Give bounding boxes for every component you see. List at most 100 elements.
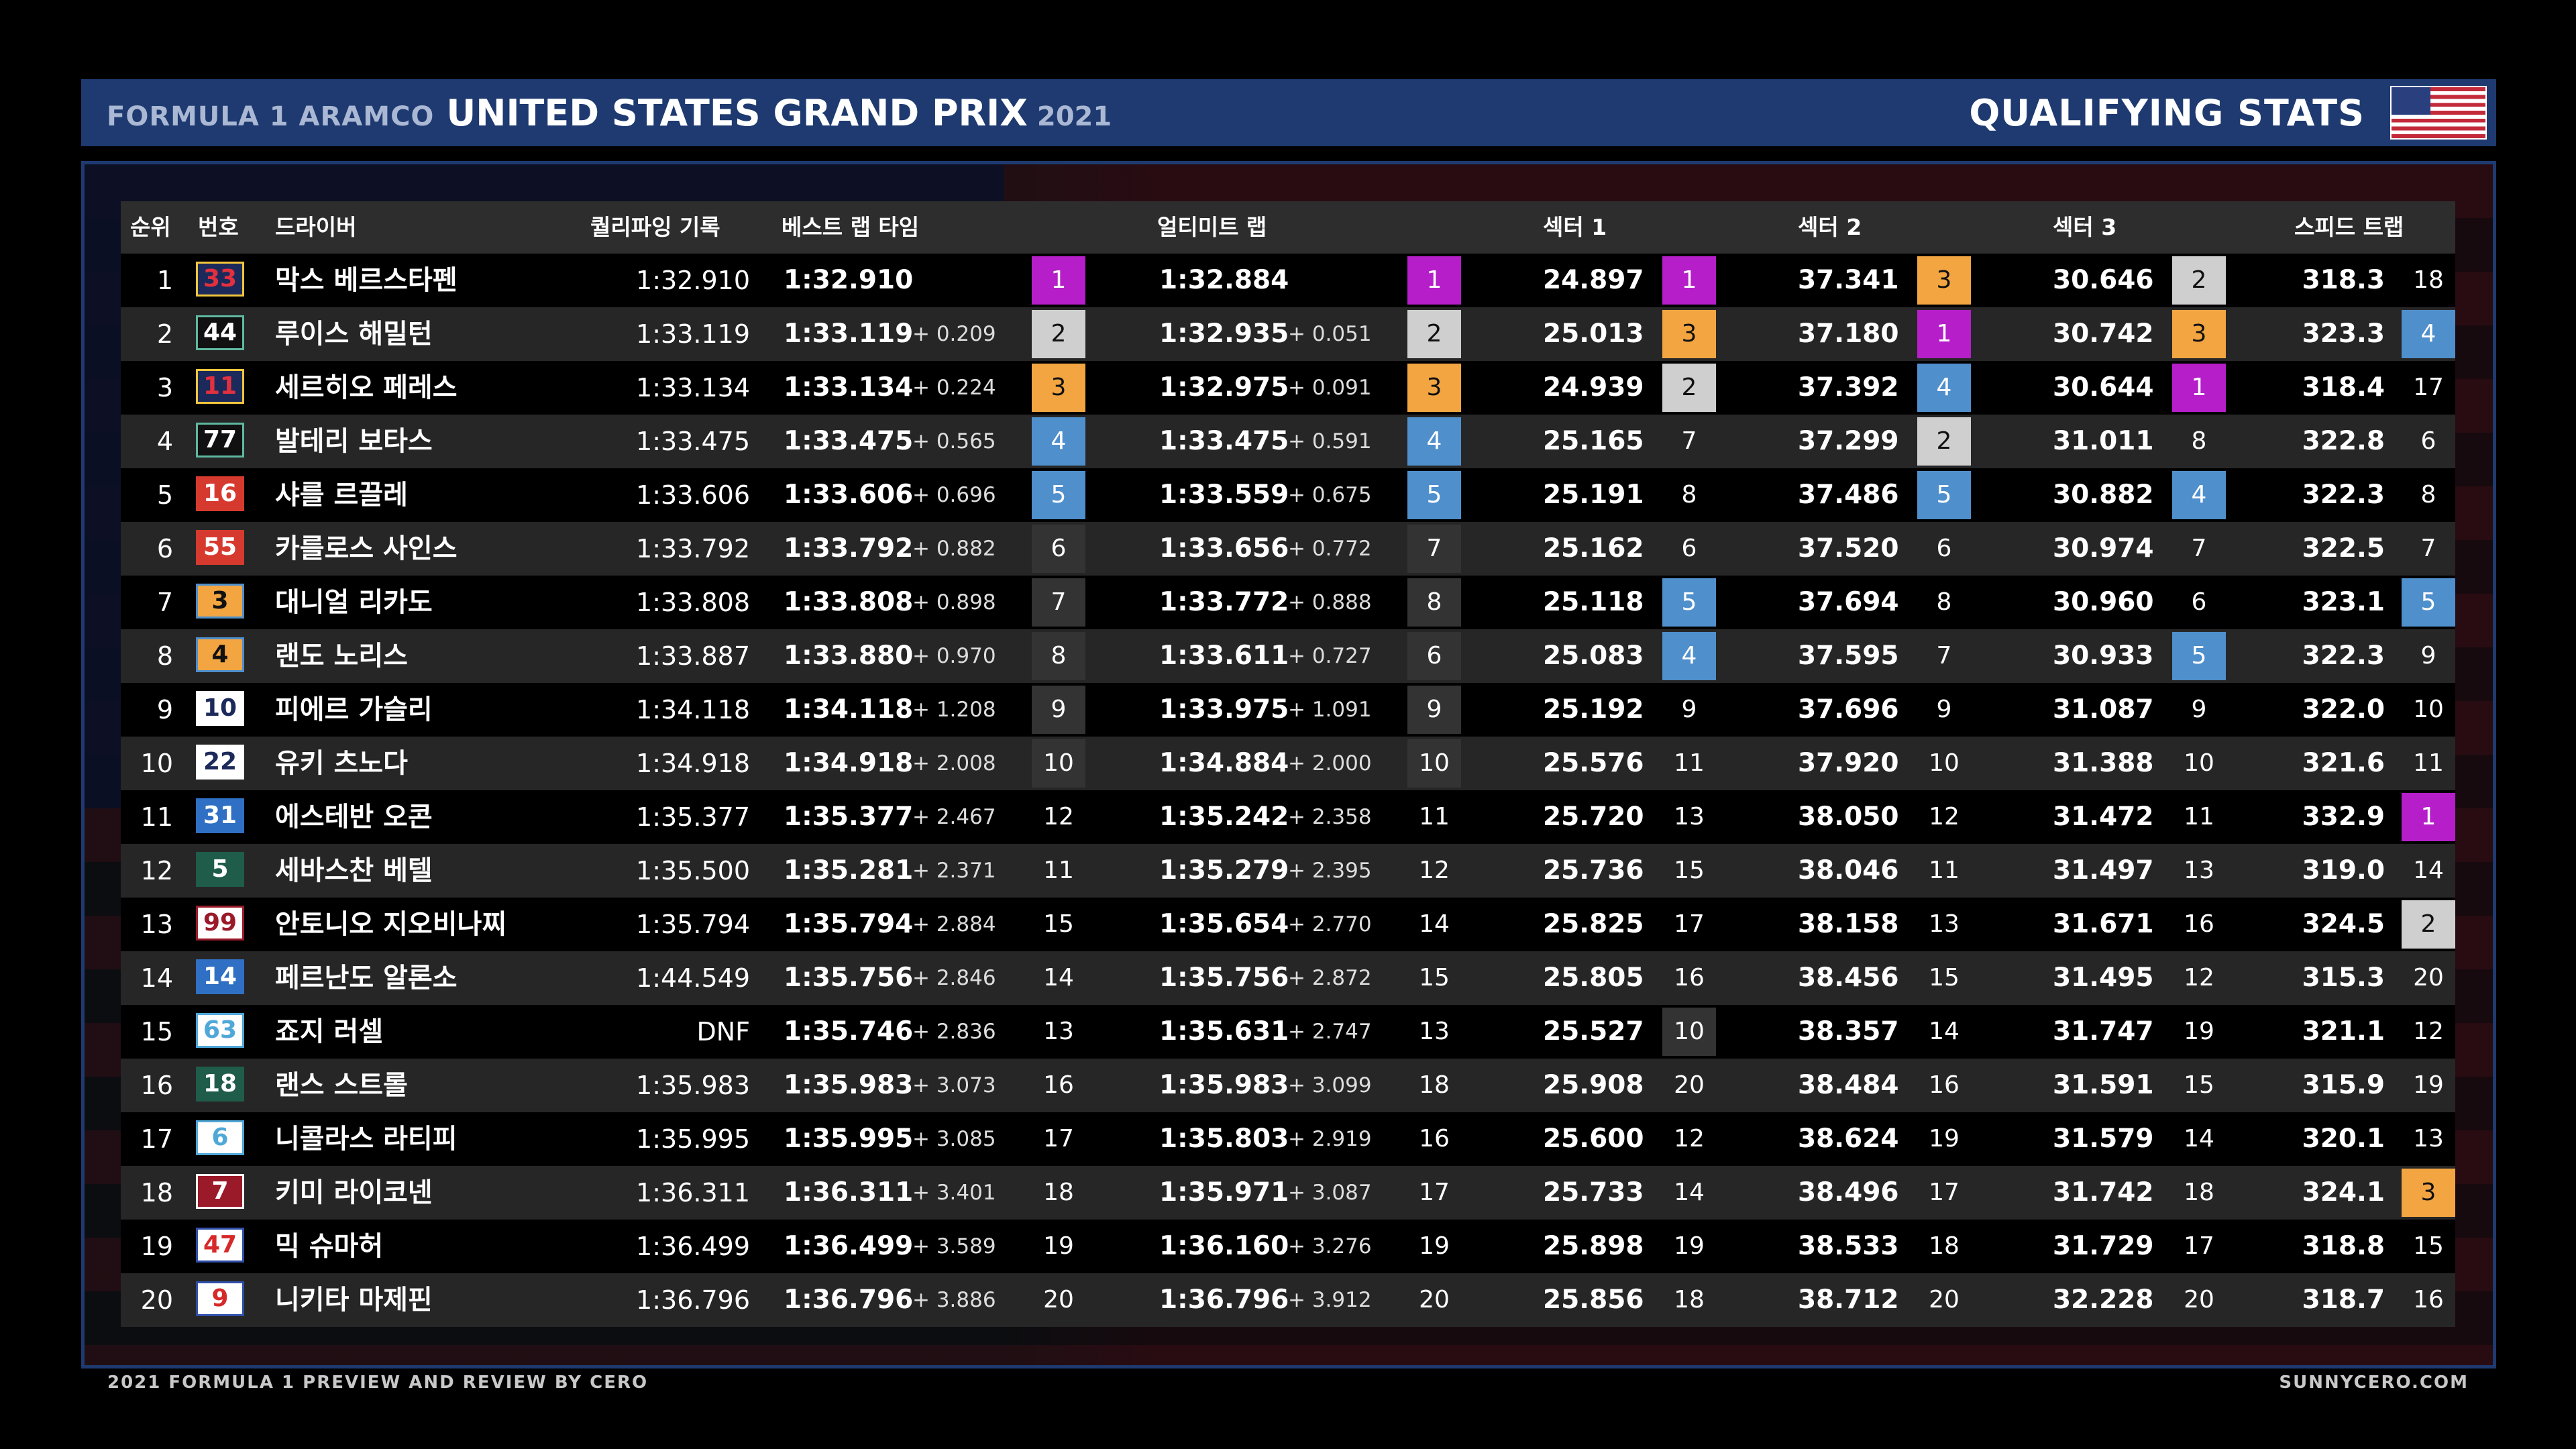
car-number-badge: 5: [196, 852, 244, 887]
best-lap-gap: + 3.401: [912, 1181, 996, 1205]
ultimate-lap-gap: + 2.747: [1288, 1020, 1372, 1044]
qualifying-time: 1:33.887: [636, 641, 750, 671]
qualifying-time: 1:34.918: [636, 749, 750, 778]
ultimate-lap-rank: 7: [1407, 525, 1461, 573]
sector2-time: 38.484: [1798, 1070, 1899, 1100]
ultimate-lap-gap: + 0.772: [1288, 537, 1372, 561]
best-lap-rank: 11: [1043, 857, 1074, 884]
best-lap-gap: + 0.970: [912, 644, 996, 668]
ultimate-lap-time: 1:35.279: [1159, 855, 1289, 885]
sector3-time: 31.472: [2053, 802, 2154, 832]
best-lap-rank: 14: [1043, 964, 1074, 991]
sector2-rank: 9: [1936, 696, 1952, 723]
ultimate-lap-gap: + 2.919: [1288, 1127, 1372, 1151]
driver-name: 랜스 스트롤: [275, 1070, 408, 1101]
best-lap-time: 1:32.910: [784, 265, 914, 295]
best-lap-gap: + 3.589: [912, 1234, 996, 1258]
col-best: 베스트 랩 타임: [782, 214, 920, 240]
table-header: 순위 번호 드라이버 퀄리파잉 기록 베스트 랩 타임 얼티미트 랩 섹터 1 …: [121, 201, 2455, 254]
sector3-time: 31.579: [2053, 1124, 2154, 1154]
ultimate-lap-time: 1:35.971: [1159, 1177, 1289, 1208]
ultimate-lap-time: 1:33.475: [1159, 426, 1289, 456]
best-lap-time: 1:34.918: [784, 748, 914, 778]
qualifying-time: 1:36.796: [636, 1285, 750, 1315]
sector1-time: 25.898: [1543, 1231, 1644, 1261]
ultimate-lap-gap: + 2.358: [1288, 805, 1372, 829]
col-s3: 섹터 3: [2053, 214, 2117, 240]
sector1-rank: 20: [1674, 1071, 1705, 1099]
speed-trap-rank: 11: [2413, 749, 2444, 777]
qualifying-time: 1:35.500: [636, 856, 750, 885]
qualifying-time: 1:44.549: [636, 963, 750, 993]
sector1-rank: 4: [1662, 632, 1716, 680]
car-number-badge: 77: [196, 423, 244, 458]
table-row: 20 9 니키타 마제핀 1:36.796 1:36.796 + 3.886 20 1:36.…: [121, 1273, 2455, 1327]
qualifying-time: 1:35.995: [636, 1124, 750, 1154]
speed-trap-value: 319.0: [2302, 855, 2385, 885]
sector3-rank: 18: [2184, 1179, 2214, 1206]
speed-trap-value: 321.1: [2302, 1016, 2385, 1046]
ultimate-lap-gap: + 0.888: [1288, 590, 1372, 614]
car-number-badge: 33: [196, 262, 244, 297]
ultimate-lap-time: 1:35.756: [1159, 963, 1289, 993]
best-lap-time: 1:35.756: [784, 963, 914, 993]
driver-name: 에스테반 오콘: [275, 802, 433, 833]
qualifying-time: 1:33.606: [636, 480, 750, 510]
sector3-time: 31.747: [2053, 1016, 2154, 1046]
position: 1: [156, 266, 173, 295]
best-lap-gap: + 0.898: [912, 590, 996, 614]
sector2-rank: 1: [1917, 310, 1971, 358]
ultimate-lap-rank: 8: [1407, 578, 1461, 627]
sector3-time: 31.729: [2053, 1231, 2154, 1261]
qualifying-time: 1:33.792: [636, 534, 750, 564]
car-number-badge: 14: [196, 959, 244, 994]
ultimate-lap-rank: 6: [1407, 632, 1461, 680]
sector3-rank: 12: [2184, 964, 2214, 991]
position: 17: [140, 1124, 173, 1154]
sector2-rank: 11: [1929, 857, 1960, 884]
sector1-time: 25.192: [1543, 694, 1644, 724]
table-row: 11 31 에스테반 오콘 1:35.377 1:35.377 + 2.467 12 1:35…: [121, 790, 2455, 844]
sector3-rank: 1: [2172, 364, 2226, 412]
best-lap-rank: 18: [1043, 1179, 1074, 1206]
speed-trap-rank: 12: [2413, 1018, 2444, 1045]
ultimate-lap-gap: + 1.091: [1288, 698, 1372, 722]
qualifying-time: 1:34.118: [636, 695, 750, 724]
best-lap-rank: 4: [1032, 417, 1085, 466]
driver-name: 니키타 마제핀: [275, 1285, 433, 1316]
sector2-time: 38.533: [1798, 1231, 1899, 1261]
ultimate-lap-gap: + 0.591: [1288, 429, 1372, 453]
sector2-time: 37.299: [1798, 426, 1899, 456]
car-number-badge: 9: [196, 1281, 244, 1316]
table-row: 18 7 키미 라이코넨 1:36.311 1:36.311 + 3.401 18 1:35.…: [121, 1166, 2455, 1220]
driver-name: 믹 슈마허: [275, 1231, 384, 1262]
ultimate-lap-time: 1:34.884: [1159, 748, 1289, 778]
col-driver: 드라이버: [275, 214, 357, 240]
driver-name: 세르히오 페레스: [275, 372, 458, 403]
best-lap-time: 1:33.119: [784, 319, 914, 349]
col-s1: 섹터 1: [1543, 214, 1607, 240]
speed-trap-rank: 6: [2420, 427, 2436, 455]
best-lap-rank: 3: [1032, 364, 1085, 412]
table-row: 16 18 랜스 스트롤 1:35.983 1:35.983 + 3.073 16 1:35.…: [121, 1059, 2455, 1112]
sector1-time: 25.805: [1543, 963, 1644, 993]
ultimate-lap-rank: 17: [1419, 1179, 1450, 1206]
driver-name: 대니얼 리카도: [275, 587, 433, 618]
ultimate-lap-rank: 12: [1419, 857, 1450, 884]
position: 4: [156, 427, 173, 456]
sector2-time: 37.595: [1798, 641, 1899, 671]
driver-name: 막스 베르스타펜: [275, 265, 458, 296]
qualifying-time: 1:36.499: [636, 1232, 750, 1261]
speed-trap-rank: 1: [2402, 793, 2455, 841]
best-lap-gap: + 2.846: [912, 966, 996, 990]
sector3-time: 30.974: [2053, 533, 2154, 564]
ultimate-lap-rank: 16: [1419, 1125, 1450, 1152]
table-row: 1 33 막스 베르스타펜 1:32.910 1:32.910 1 1:32.884 1 24.…: [121, 254, 2455, 307]
sector2-time: 38.624: [1798, 1124, 1899, 1154]
ultimate-lap-gap: + 0.091: [1288, 376, 1372, 400]
sector1-time: 25.908: [1543, 1070, 1644, 1100]
best-lap-gap: + 0.209: [912, 322, 996, 346]
best-lap-time: 1:35.995: [784, 1124, 914, 1154]
best-lap-time: 1:35.983: [784, 1070, 914, 1100]
best-lap-rank: 8: [1032, 632, 1085, 680]
